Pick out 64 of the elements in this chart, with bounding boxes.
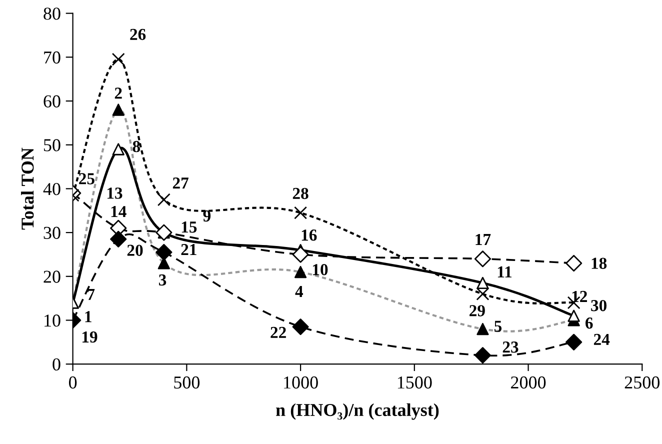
annotation: 15	[182, 222, 197, 233]
annotation: 29	[470, 305, 485, 316]
annotation: 19	[82, 331, 98, 343]
x-axis-title: n (HNO₃)/n (catalyst)	[276, 403, 439, 420]
annotation: 25	[79, 173, 94, 184]
annotation: 24	[594, 334, 610, 345]
annotation: 9	[203, 210, 211, 222]
annotation: 18	[592, 258, 607, 269]
y-tick-label: 30	[44, 226, 60, 239]
y-tick-label: 60	[44, 95, 60, 108]
annotation: 23	[502, 341, 518, 353]
point	[110, 230, 127, 248]
annotation: 8	[132, 140, 140, 152]
y-tick-label: 50	[44, 139, 60, 152]
annotation: 27	[172, 178, 189, 189]
point	[476, 276, 489, 290]
y-tick-label: 0	[52, 358, 60, 371]
annotation: 26	[130, 28, 146, 40]
x-tick-label: 2000	[511, 376, 546, 389]
x-tick-label: 1500	[398, 376, 432, 389]
x-tick-label: 2500	[624, 376, 660, 389]
annotation: 22	[270, 326, 286, 338]
y-tick-label: 80	[44, 8, 60, 20]
point	[292, 318, 309, 336]
annotation: 13	[107, 188, 122, 199]
point	[294, 206, 308, 220]
annotation: 2	[114, 88, 122, 99]
annotation: 10	[312, 264, 328, 276]
point	[566, 334, 582, 350]
y-tick-label: 10	[44, 314, 60, 327]
point	[112, 52, 125, 66]
annotation: 21	[181, 244, 196, 256]
point	[294, 266, 307, 278]
point	[568, 310, 580, 322]
annotation: 5	[494, 320, 502, 332]
annotation: 17	[476, 234, 491, 245]
annotation: 20	[127, 244, 143, 256]
annotation: 3	[158, 274, 166, 286]
point	[566, 254, 582, 272]
point	[157, 193, 170, 206]
point	[476, 287, 490, 300]
point	[474, 347, 492, 364]
annotation: 16	[302, 230, 317, 241]
point	[156, 244, 172, 261]
y-tick-label: 70	[44, 51, 60, 64]
annotation: 28	[292, 188, 308, 200]
x-tick-label: 500	[174, 376, 200, 389]
point	[474, 250, 492, 268]
annotation: 4	[295, 286, 304, 298]
annotation: 30	[591, 300, 607, 312]
y-tick-label: 20	[44, 270, 60, 283]
annotation: 14	[111, 206, 126, 218]
annotation: 6	[586, 318, 593, 329]
point	[112, 104, 124, 116]
annotation: 1	[85, 311, 92, 322]
annotation: 7	[88, 289, 95, 300]
y-tick-label: 40	[43, 182, 60, 196]
point	[476, 322, 489, 336]
y-axis-title: Total TON	[21, 148, 34, 230]
annotation: 11	[498, 266, 512, 278]
point	[112, 143, 124, 156]
point	[292, 246, 309, 263]
x-tick-label: 0	[68, 376, 77, 389]
x-tick-label: 1000	[284, 376, 318, 389]
